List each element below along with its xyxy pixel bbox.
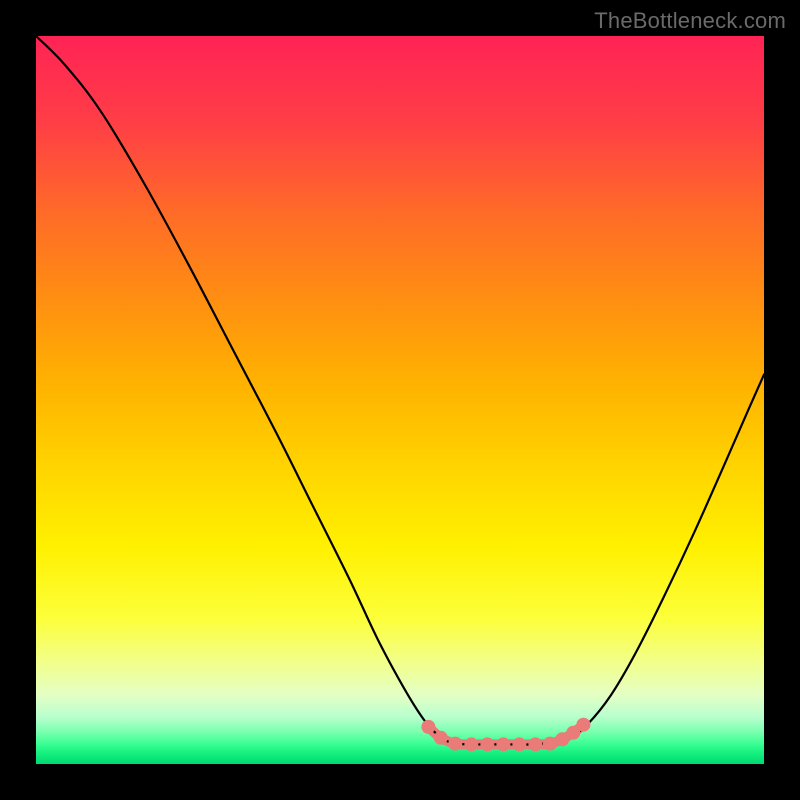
valley-marker [480,737,494,751]
valley-marker [421,720,435,734]
valley-marker [512,737,526,751]
valley-marker [434,731,448,745]
valley-marker [543,737,557,751]
valley-marker [496,737,510,751]
chart-container: TheBottleneck.com [0,0,800,800]
curve-layer [36,36,764,764]
valley-marker [576,718,590,732]
watermark-label: TheBottleneck.com [594,8,786,34]
valley-marker [464,737,478,751]
valley-marker [448,737,462,751]
bottleneck-curve [36,36,764,745]
valley-marker [528,737,542,751]
plot-area [36,36,764,764]
